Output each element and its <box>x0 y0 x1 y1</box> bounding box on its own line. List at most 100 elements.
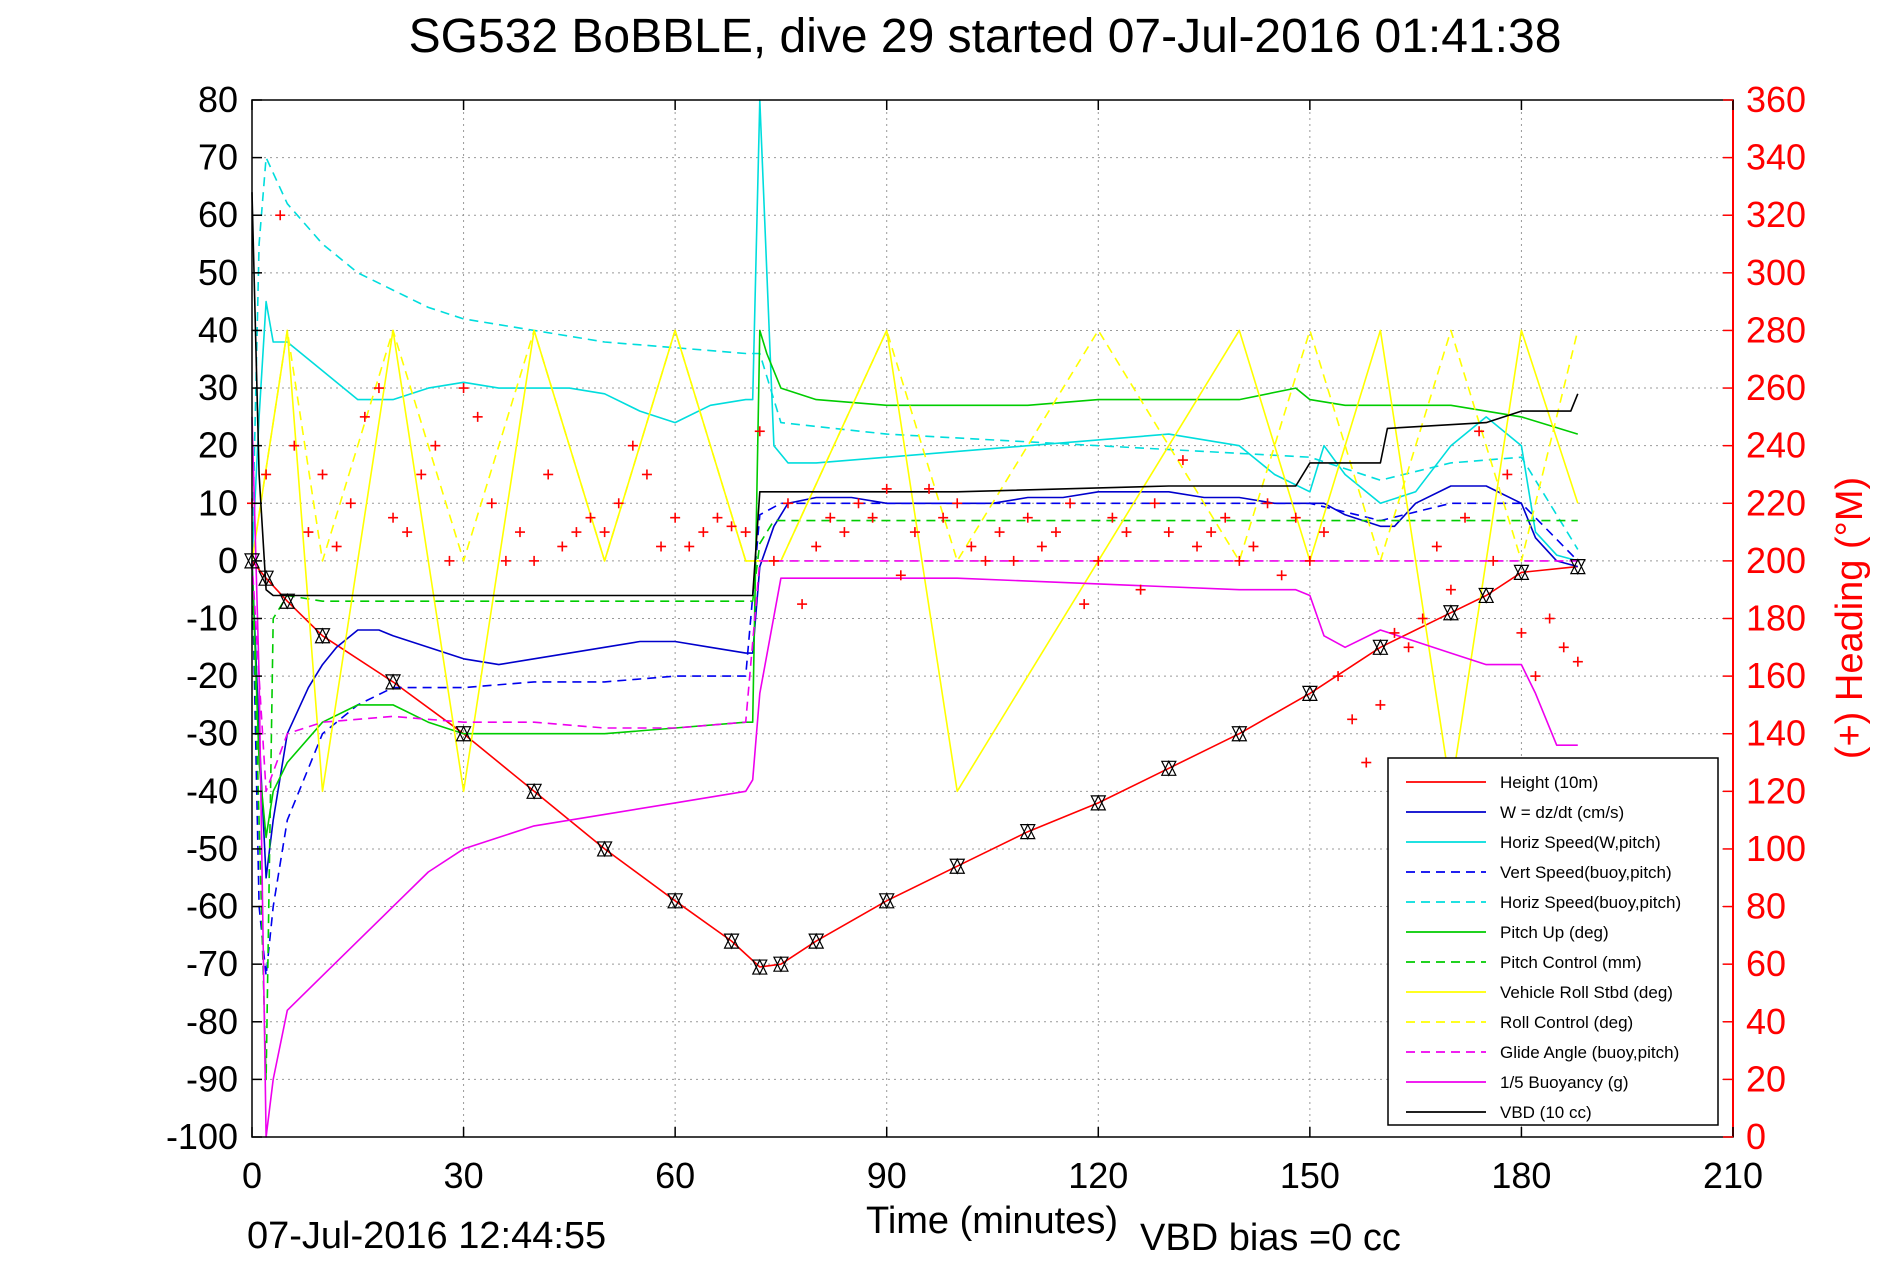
height-marker-triangle-inverted <box>1442 605 1459 622</box>
heading-point <box>1177 455 1188 466</box>
series-line-1-5-buoyancy-g <box>251 416 1578 1138</box>
height-marker-triangle-inverted <box>808 933 825 950</box>
heading-point <box>1248 541 1259 552</box>
height-marker-triangle-inverted <box>526 783 543 800</box>
y-tick-label: -30 <box>186 713 238 754</box>
heading-point <box>289 440 300 451</box>
heading-point <box>1220 512 1231 523</box>
height-marker-triangle-inverted <box>314 628 331 645</box>
heading-point <box>543 469 554 480</box>
legend-label: Pitch Control (mm) <box>1500 953 1642 972</box>
y-tick-label: 80 <box>198 79 238 120</box>
series-line-vbd-10-cc <box>251 192 1579 597</box>
right-axis-label: (+) Heading (°M) <box>1829 477 1871 759</box>
series-layer <box>251 99 1579 1138</box>
heading-point <box>1022 512 1033 523</box>
heading-point <box>1460 512 1471 523</box>
heading-point <box>1036 541 1047 552</box>
y2-tick-label: 140 <box>1746 713 1806 754</box>
series-line-pitch-up-deg <box>251 329 1579 839</box>
height-marker-triangle-inverted <box>1160 760 1177 777</box>
y2-tick-label: 200 <box>1746 540 1806 581</box>
heading-point <box>1093 555 1104 566</box>
legend-label: Vert Speed(buoy,pitch) <box>1500 863 1672 882</box>
heading-point <box>1516 627 1527 638</box>
legend-label: Roll Control (deg) <box>1500 1013 1633 1032</box>
y-tick-label: 0 <box>218 540 238 581</box>
heading-point <box>613 498 624 509</box>
heading-point <box>797 599 808 610</box>
y-tick-label: -10 <box>186 598 238 639</box>
series-line-vert-speed-buoy-pitch <box>251 502 1579 977</box>
height-marker-triangle-inverted <box>596 841 613 858</box>
heading-point <box>1502 469 1513 480</box>
heading-point <box>444 555 455 566</box>
height-marker-triangle-inverted <box>1372 639 1389 656</box>
y2-tick-label: 0 <box>1746 1116 1766 1157</box>
heading-point <box>430 440 441 451</box>
heading-point <box>458 383 469 394</box>
heading-point <box>1262 498 1273 509</box>
heading-point <box>740 527 751 538</box>
heading-point <box>782 498 793 509</box>
y-tick-label: 30 <box>198 367 238 408</box>
heading-point <box>994 527 1005 538</box>
height-marker-triangle-inverted <box>878 893 895 910</box>
y2-tick-label: 360 <box>1746 79 1806 120</box>
y2-tick-label: 160 <box>1746 655 1806 696</box>
heading-point <box>952 498 963 509</box>
y2-tick-label: 40 <box>1746 1001 1786 1042</box>
x-tick-label: 30 <box>444 1155 484 1196</box>
heading-point <box>585 512 596 523</box>
heading-point <box>1304 555 1315 566</box>
y2-tick-label: 60 <box>1746 943 1786 984</box>
heading-point <box>1079 599 1090 610</box>
heading-point <box>345 498 356 509</box>
heading-point <box>726 521 737 532</box>
heading-point <box>627 440 638 451</box>
height-marker-triangle-inverted <box>949 858 966 875</box>
legend-label: Vehicle Roll Stbd (deg) <box>1500 983 1673 1002</box>
y-tick-label: -70 <box>186 943 238 984</box>
heading-point <box>303 527 314 538</box>
heading-point <box>1050 527 1061 538</box>
heading-point <box>599 527 610 538</box>
heading-point <box>529 555 540 566</box>
footer-timestamp: 07-Jul-2016 12:44:55 <box>247 1215 606 1257</box>
heading-point <box>966 541 977 552</box>
heading-point <box>317 469 328 480</box>
heading-point <box>698 527 709 538</box>
heading-point <box>684 541 695 552</box>
height-marker-triangle-inverted <box>1513 564 1530 581</box>
height-marker-triangle-inverted <box>455 726 472 743</box>
heading-point <box>486 498 497 509</box>
y2-tick-label: 80 <box>1746 886 1786 927</box>
heading-point <box>1149 498 1160 509</box>
y-tick-label: -40 <box>186 770 238 811</box>
heading-point <box>1276 570 1287 581</box>
heading-point <box>1530 671 1541 682</box>
series-line-horiz-speed-buoy-pitch <box>251 156 1579 561</box>
heading-point <box>1192 541 1203 552</box>
heading-point <box>1234 555 1245 566</box>
series-line-height-10m <box>251 560 1578 968</box>
heading-point <box>1121 527 1132 538</box>
height-triangle-markers <box>244 552 1586 976</box>
heading-point <box>909 527 920 538</box>
height-marker-triangle-inverted <box>772 956 789 973</box>
y2-tick-label: 300 <box>1746 252 1806 293</box>
heading-point <box>1544 613 1555 624</box>
y-tick-label: -90 <box>186 1058 238 1099</box>
heading-point <box>670 512 681 523</box>
height-marker-triangle-inverted <box>1569 559 1586 575</box>
y2-tick-label: 340 <box>1746 137 1806 178</box>
heading-marker-layer <box>247 210 1583 768</box>
y-tick-label: 60 <box>198 194 238 235</box>
y-axis-left: -100-90-80-70-60-50-40-30-20-10010203040… <box>166 79 262 1157</box>
y-tick-label: -50 <box>186 828 238 869</box>
heading-point <box>1206 527 1217 538</box>
legend-label: Height (10m) <box>1500 773 1598 792</box>
heading-point <box>373 383 384 394</box>
heading-point <box>1361 757 1372 768</box>
